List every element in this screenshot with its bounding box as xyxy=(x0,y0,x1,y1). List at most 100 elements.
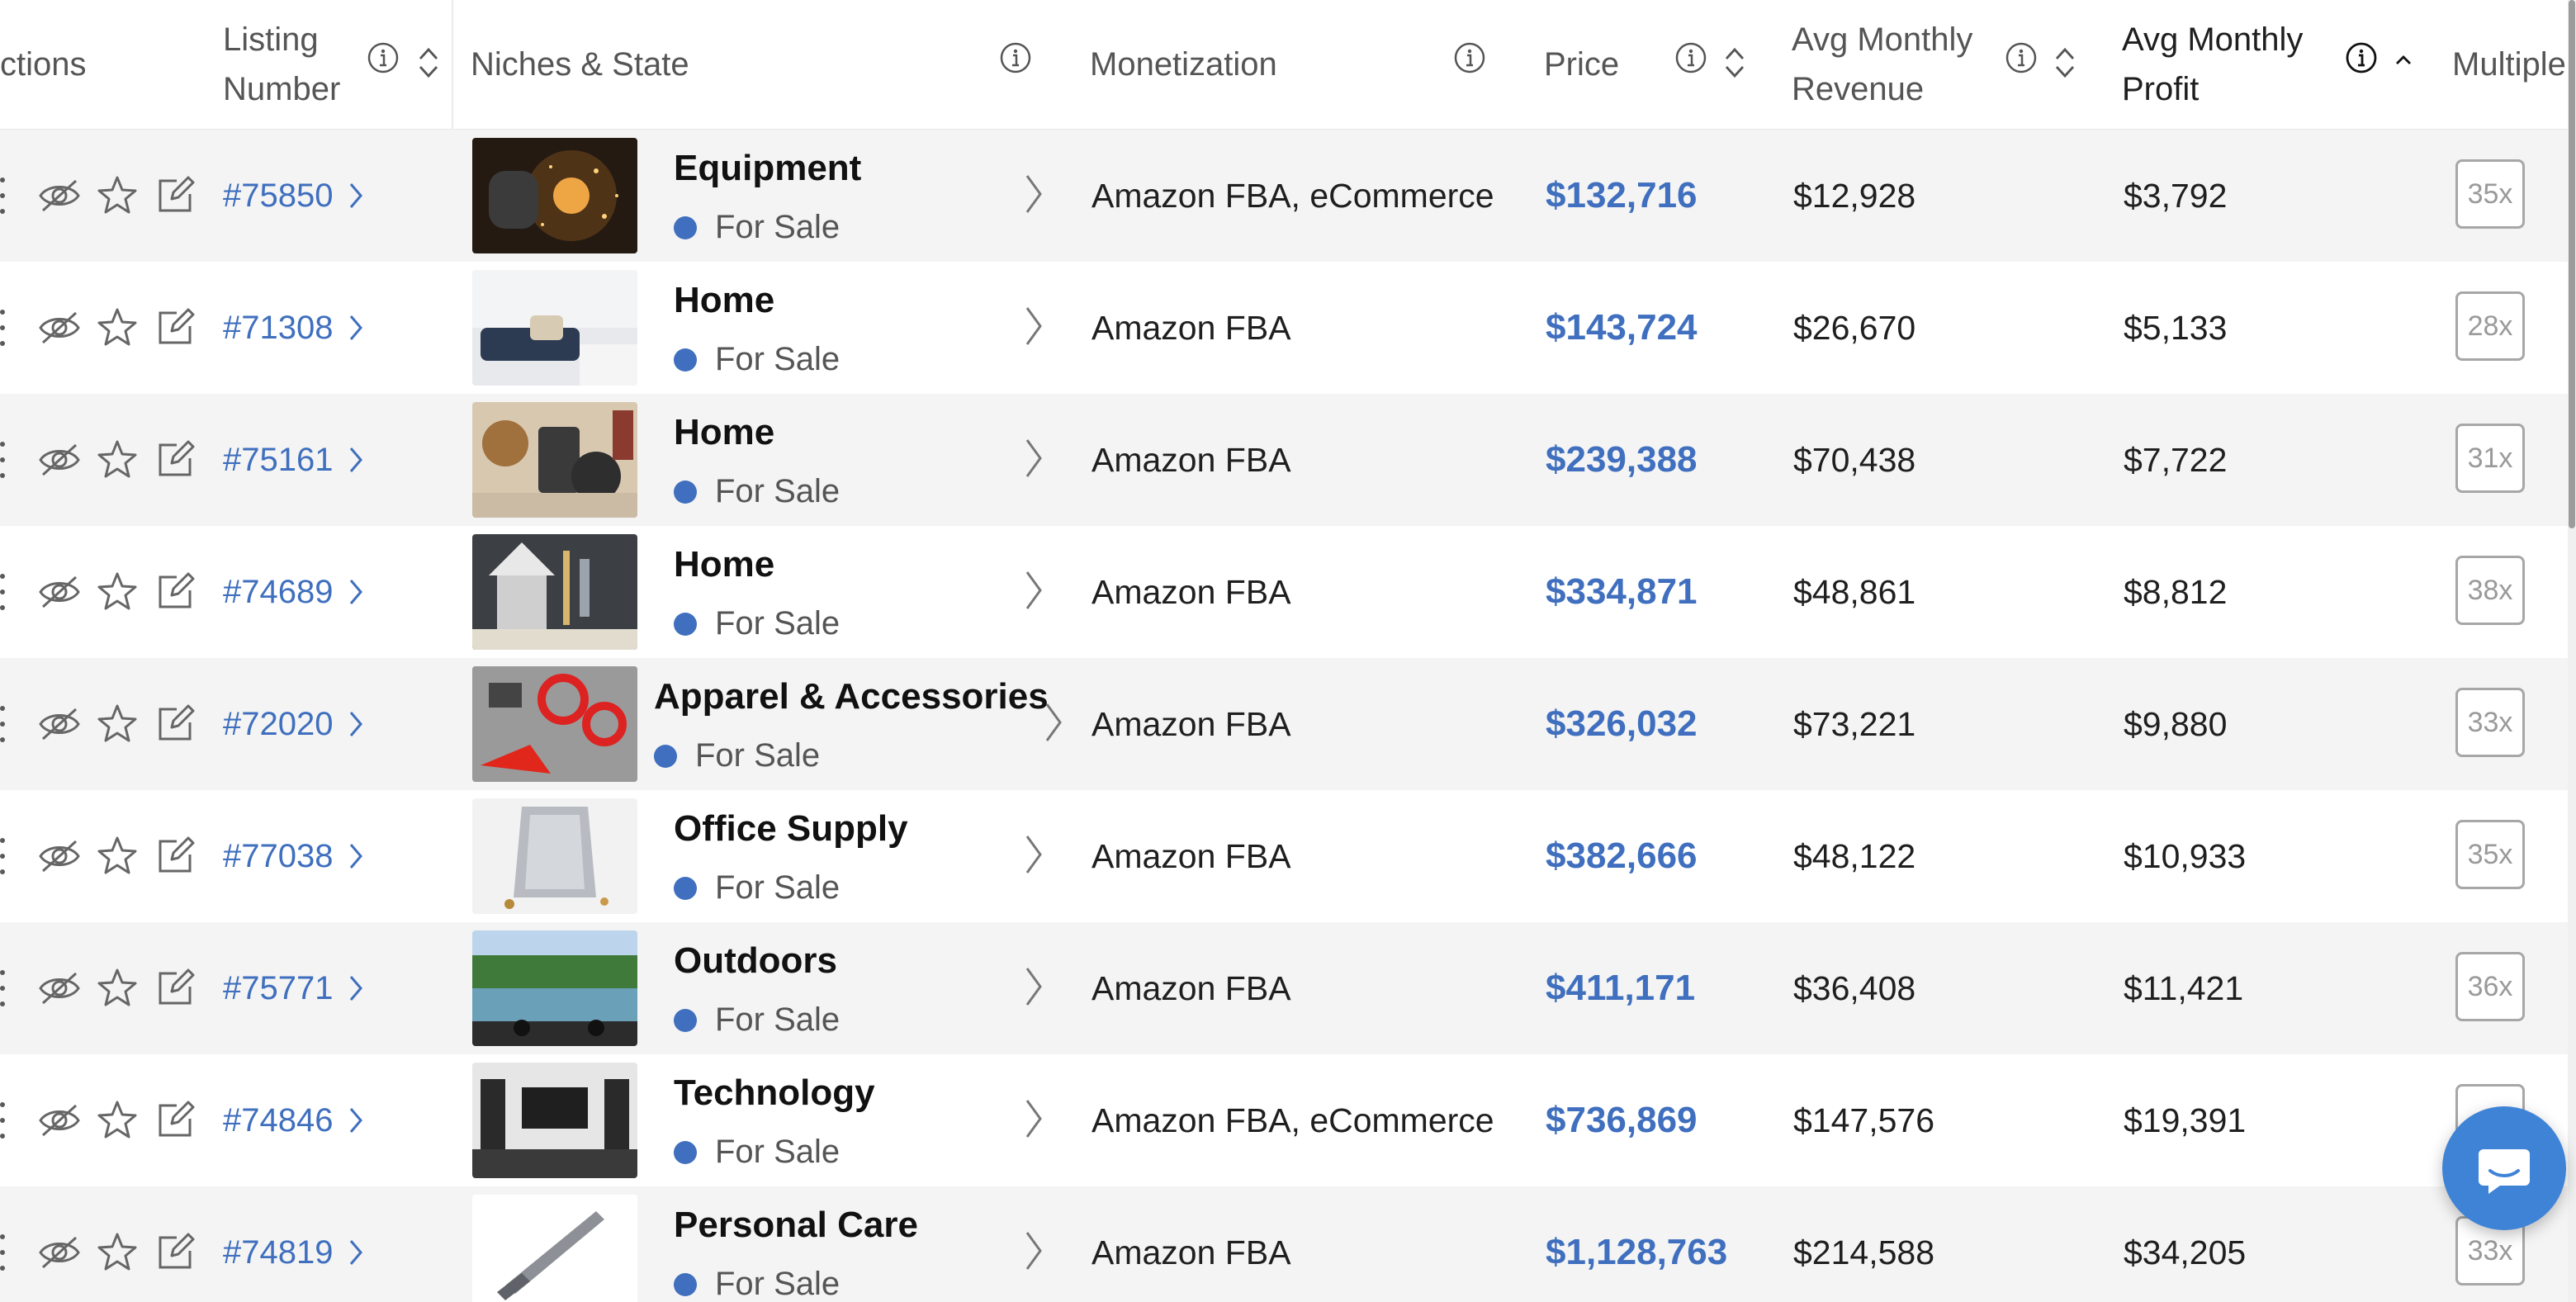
header-multiple[interactable]: Multiple xyxy=(2452,0,2566,129)
listing-number-link[interactable]: #74819 xyxy=(223,1186,364,1302)
drag-handle-icon[interactable] xyxy=(0,442,7,478)
chevron-right-icon[interactable] xyxy=(1024,566,1044,615)
header-avg-monthly-revenue[interactable]: Avg Monthly Revenue xyxy=(1792,0,1972,129)
star-icon[interactable] xyxy=(94,1229,140,1276)
niche-title[interactable]: Home xyxy=(674,280,775,320)
drag-handle-icon[interactable] xyxy=(0,574,7,610)
chevron-right-icon[interactable] xyxy=(1024,830,1044,879)
listing-thumbnail[interactable] xyxy=(472,402,637,518)
chevron-right-icon[interactable] xyxy=(1024,962,1044,1011)
chevron-right-icon[interactable] xyxy=(1044,698,1063,747)
chevron-right-icon[interactable] xyxy=(1024,1226,1044,1276)
star-icon[interactable] xyxy=(94,305,140,351)
header-listing-number[interactable]: Listing Number xyxy=(223,0,340,129)
edit-icon[interactable] xyxy=(152,833,198,879)
eye-slash-icon[interactable] xyxy=(36,1097,83,1143)
eye-slash-icon[interactable] xyxy=(36,437,83,483)
table-row[interactable]: #77038 Office Supply For Sale Amazon FBA… xyxy=(0,790,2568,922)
niche-title[interactable]: Personal Care xyxy=(674,1205,918,1245)
listing-number-link[interactable]: #75771 xyxy=(223,922,364,1054)
star-icon[interactable] xyxy=(94,437,140,483)
table-row[interactable]: #75771 Outdoors For Sale Amazon FBA $411… xyxy=(0,922,2568,1054)
eye-slash-icon[interactable] xyxy=(36,965,83,1011)
listing-number-link[interactable]: #71308 xyxy=(223,262,364,394)
table-row[interactable]: #75850 Equipment For Sale Amazon FBA, eC… xyxy=(0,130,2568,262)
price-value: $334,871 xyxy=(1546,571,1698,612)
star-icon[interactable] xyxy=(94,569,140,615)
edit-icon[interactable] xyxy=(152,701,198,747)
eye-slash-icon[interactable] xyxy=(36,833,83,879)
listing-thumbnail[interactable] xyxy=(472,930,637,1046)
edit-icon[interactable] xyxy=(152,305,198,351)
chevron-right-icon[interactable] xyxy=(1024,169,1044,219)
niche-title[interactable]: Equipment xyxy=(674,148,862,188)
niche-title[interactable]: Home xyxy=(674,544,775,585)
info-icon[interactable] xyxy=(999,41,1032,74)
drag-handle-icon[interactable] xyxy=(0,310,7,346)
listing-thumbnail[interactable] xyxy=(472,138,637,253)
star-icon[interactable] xyxy=(94,173,140,219)
listing-number-link[interactable]: #75850 xyxy=(223,130,364,262)
vertical-scrollbar-track[interactable] xyxy=(2568,0,2576,1302)
edit-icon[interactable] xyxy=(152,437,198,483)
chevron-right-icon[interactable] xyxy=(1024,1094,1044,1143)
star-icon[interactable] xyxy=(94,1097,140,1143)
eye-slash-icon[interactable] xyxy=(36,1229,83,1276)
edit-icon[interactable] xyxy=(152,173,198,219)
drag-handle-icon[interactable] xyxy=(0,838,7,874)
edit-icon[interactable] xyxy=(152,1229,198,1276)
table-row[interactable]: #74846 Technology For Sale Amazon FBA, e… xyxy=(0,1054,2568,1186)
listing-thumbnail[interactable] xyxy=(472,798,637,914)
info-icon[interactable] xyxy=(1453,41,1486,74)
edit-icon[interactable] xyxy=(152,965,198,1011)
drag-handle-icon[interactable] xyxy=(0,178,7,214)
info-icon[interactable] xyxy=(367,41,400,74)
drag-handle-icon[interactable] xyxy=(0,1234,7,1271)
table-row[interactable]: #72020 Apparel & Accessories For Sale Am… xyxy=(0,658,2568,790)
listing-thumbnail[interactable] xyxy=(472,1063,637,1178)
eye-slash-icon[interactable] xyxy=(36,569,83,615)
listing-number-link[interactable]: #75161 xyxy=(223,394,364,526)
niche-title[interactable]: Technology xyxy=(674,1072,875,1113)
niche-title[interactable]: Office Supply xyxy=(674,808,908,849)
star-icon[interactable] xyxy=(94,833,140,879)
niche-title[interactable]: Apparel & Accessories xyxy=(654,676,1049,717)
eye-slash-icon[interactable] xyxy=(36,305,83,351)
info-icon[interactable] xyxy=(1674,41,1707,74)
sort-up-icon[interactable] xyxy=(2391,48,2416,73)
header-avg-monthly-profit[interactable]: Avg Monthly Profit xyxy=(2122,0,2303,129)
listing-number-link[interactable]: #74689 xyxy=(223,526,364,658)
listing-thumbnail[interactable] xyxy=(472,270,637,386)
info-icon[interactable] xyxy=(2005,41,2038,74)
listing-thumbnail[interactable] xyxy=(472,666,637,782)
chevron-right-icon[interactable] xyxy=(1024,301,1044,351)
listing-number-link[interactable]: #72020 xyxy=(223,658,364,790)
table-row[interactable]: #74819 Personal Care For Sale Amazon FBA… xyxy=(0,1186,2568,1302)
table-row[interactable]: #75161 Home For Sale Amazon FBA $239,388… xyxy=(0,394,2568,526)
listing-thumbnail[interactable] xyxy=(472,534,637,650)
star-icon[interactable] xyxy=(94,965,140,1011)
sort-icon[interactable] xyxy=(1722,45,1747,81)
listing-thumbnail[interactable] xyxy=(472,1195,637,1302)
header-price[interactable]: Price xyxy=(1544,0,1619,129)
table-row[interactable]: #71308 Home For Sale Amazon FBA $143,724… xyxy=(0,262,2568,394)
listing-number-link[interactable]: #77038 xyxy=(223,790,364,922)
listing-number-link[interactable]: #74846 xyxy=(223,1054,364,1186)
chevron-right-icon[interactable] xyxy=(1024,433,1044,483)
drag-handle-icon[interactable] xyxy=(0,1102,7,1139)
star-icon[interactable] xyxy=(94,701,140,747)
edit-icon[interactable] xyxy=(152,1097,198,1143)
drag-handle-icon[interactable] xyxy=(0,970,7,1006)
niche-title[interactable]: Outdoors xyxy=(674,940,837,981)
vertical-scrollbar-thumb[interactable] xyxy=(2569,0,2575,528)
eye-slash-icon[interactable] xyxy=(36,701,83,747)
eye-slash-icon[interactable] xyxy=(36,173,83,219)
drag-handle-icon[interactable] xyxy=(0,706,7,742)
sort-icon[interactable] xyxy=(2053,45,2077,81)
info-icon[interactable] xyxy=(2345,41,2378,74)
chat-launcher-button[interactable] xyxy=(2442,1106,2566,1230)
sort-icon[interactable] xyxy=(416,45,441,81)
table-row[interactable]: #74689 Home For Sale Amazon FBA $334,871… xyxy=(0,526,2568,658)
niche-title[interactable]: Home xyxy=(674,412,775,452)
edit-icon[interactable] xyxy=(152,569,198,615)
